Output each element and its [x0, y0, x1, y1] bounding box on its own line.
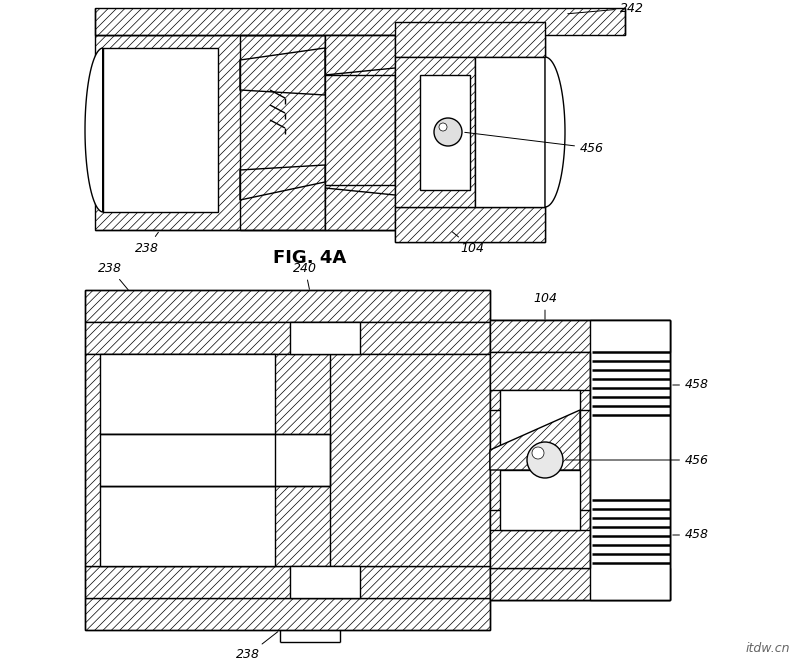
Text: 240: 240	[293, 262, 317, 289]
Bar	[290, 322, 360, 354]
Bar	[395, 57, 475, 207]
Bar	[325, 35, 395, 230]
Text: 238: 238	[98, 262, 128, 290]
Text: 458: 458	[673, 529, 709, 541]
Bar	[85, 322, 490, 354]
Text: 242: 242	[567, 1, 644, 15]
Text: 104: 104	[533, 292, 557, 319]
Bar	[85, 598, 490, 630]
Text: 104: 104	[452, 231, 484, 254]
Text: 458: 458	[673, 379, 709, 391]
Text: 456: 456	[566, 454, 709, 466]
Bar	[490, 320, 670, 352]
Polygon shape	[490, 410, 580, 470]
Bar	[490, 320, 670, 600]
Text: 238: 238	[135, 232, 159, 254]
Bar	[420, 75, 470, 190]
Bar	[100, 434, 330, 486]
Bar	[395, 22, 545, 57]
Text: 456: 456	[465, 132, 604, 155]
Bar	[500, 390, 580, 450]
Circle shape	[527, 442, 563, 478]
Bar	[395, 207, 545, 242]
Bar	[475, 57, 545, 207]
Circle shape	[439, 123, 447, 131]
Bar	[95, 8, 625, 35]
Polygon shape	[240, 48, 325, 95]
Bar	[290, 566, 360, 598]
Bar	[103, 48, 218, 212]
Polygon shape	[240, 165, 325, 200]
Text: 238: 238	[236, 632, 278, 662]
Bar	[85, 290, 490, 322]
Text: FIG. 4A: FIG. 4A	[273, 249, 347, 267]
Bar	[500, 470, 580, 530]
Polygon shape	[85, 48, 103, 212]
Bar	[490, 352, 590, 568]
Bar	[490, 568, 670, 600]
Bar	[325, 185, 395, 230]
Polygon shape	[545, 57, 565, 207]
Text: itdw.cn: itdw.cn	[746, 642, 790, 655]
Bar	[100, 354, 275, 434]
Circle shape	[532, 447, 544, 459]
Bar	[395, 22, 545, 242]
Bar	[85, 354, 490, 566]
Bar	[590, 320, 670, 600]
Bar	[95, 35, 325, 230]
Bar	[325, 35, 395, 75]
Bar	[85, 566, 490, 598]
Circle shape	[434, 118, 462, 146]
Bar	[100, 486, 275, 566]
